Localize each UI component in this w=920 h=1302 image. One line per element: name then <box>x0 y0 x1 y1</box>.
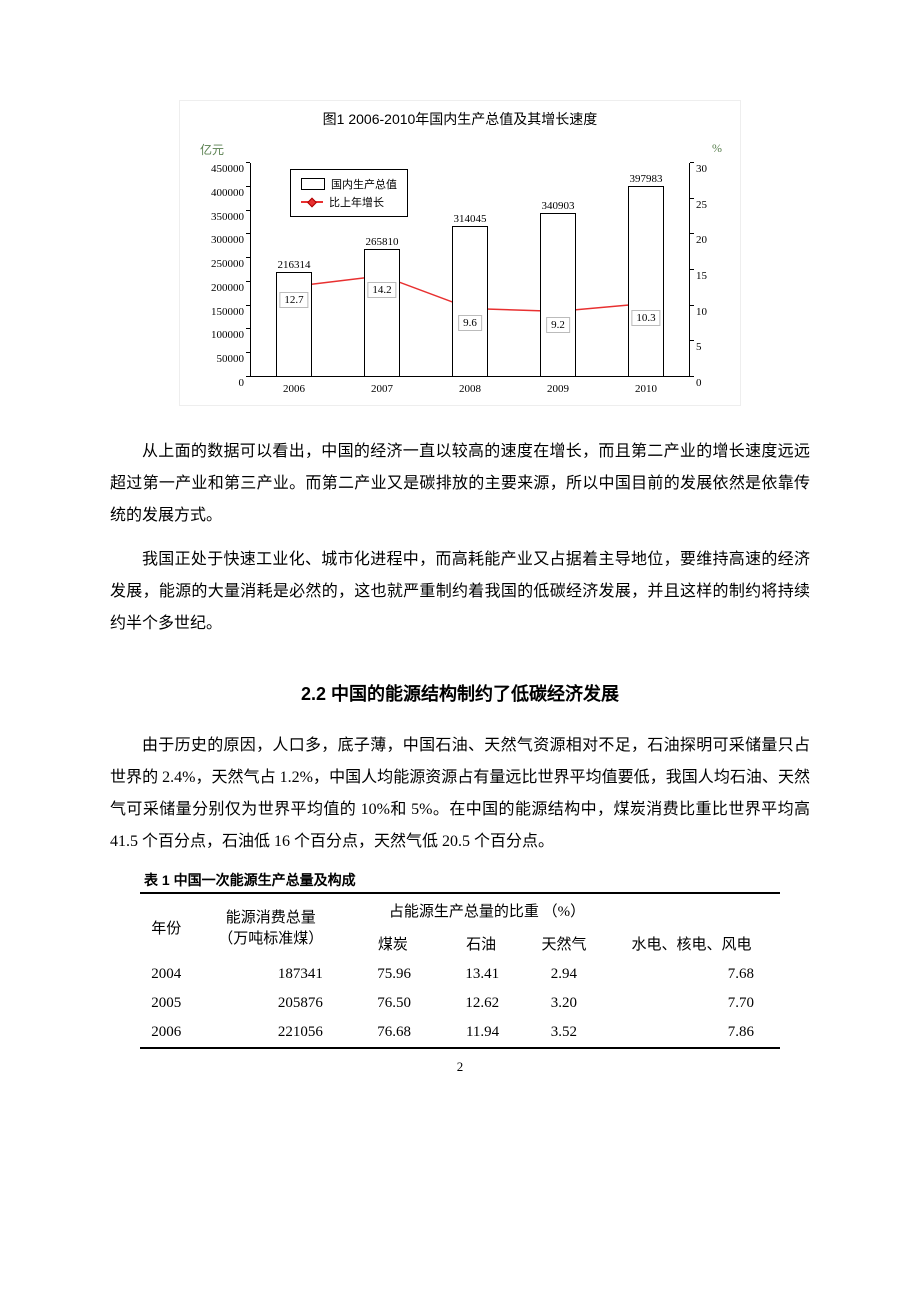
table-cell: 7.70 <box>603 989 780 1018</box>
paragraph-3: 由于历史的原因，人口多，底子薄，中国石油、天然气资源相对不足，石油探明可采储量只… <box>110 730 810 858</box>
table-cell: 3.20 <box>525 989 603 1018</box>
y-axis-left-unit: 亿元 <box>200 141 224 158</box>
bar-label: 216314 <box>264 259 324 271</box>
table-cell: 3.52 <box>525 1018 603 1048</box>
table-cell: 187341 <box>193 960 349 989</box>
bar <box>364 249 400 377</box>
table-cell: 11.94 <box>437 1018 525 1048</box>
table-body: 200418734175.9613.412.947.68200520587676… <box>140 960 780 1048</box>
bar-label: 340903 <box>528 200 588 212</box>
ytick-left: 200000 <box>189 282 250 294</box>
ytick-right: 0 <box>690 377 724 389</box>
bar-label: 314045 <box>440 213 500 225</box>
table-cell: 2006 <box>140 1018 193 1048</box>
table-cell: 7.68 <box>603 960 780 989</box>
paragraph-2: 我国正处于快速工业化、城市化进程中，而高耗能产业又占据着主导地位，要维持高速的经… <box>110 544 810 640</box>
paragraph-1: 从上面的数据可以看出，中国的经济一直以较高的速度在增长，而且第二产业的增长速度远… <box>110 436 810 532</box>
document-page: 图1 2006-2010年国内生产总值及其增长速度 亿元 % 国内生产总值 比上… <box>0 0 920 1089</box>
energy-table: 年份 能源消费总量 （万吨标准煤） 占能源生产总量的比重 （%） 煤炭 石油 天… <box>140 892 780 1049</box>
ytick-left: 0 <box>189 377 250 389</box>
table-cell: 75.96 <box>349 960 437 989</box>
table-head: 年份 能源消费总量 （万吨标准煤） 占能源生产总量的比重 （%） 煤炭 石油 天… <box>140 893 780 960</box>
ytick-left: 150000 <box>189 306 250 318</box>
ytick-left: 400000 <box>189 187 250 199</box>
table-cell: 12.62 <box>437 989 525 1018</box>
bar-label: 397983 <box>616 173 676 185</box>
table-cell: 7.86 <box>603 1018 780 1048</box>
ytick-left: 350000 <box>189 211 250 223</box>
table-cell: 2005 <box>140 989 193 1018</box>
ytick-right: 30 <box>690 163 724 175</box>
ytick-right: 10 <box>690 306 724 318</box>
chart-body: 亿元 % 国内生产总值 比上年增长 050000100000150 <box>180 135 740 405</box>
ytick-left: 450000 <box>189 163 250 175</box>
table-caption: 表 1 中国一次能源生产总量及构成 <box>144 870 810 890</box>
ytick-right: 20 <box>690 234 724 246</box>
gdp-chart: 图1 2006-2010年国内生产总值及其增长速度 亿元 % 国内生产总值 比上… <box>179 100 741 406</box>
table-cell: 76.50 <box>349 989 437 1018</box>
xtick: 2006 <box>283 377 305 395</box>
col-total-main: 能源消费总量 <box>226 910 316 926</box>
table-cell: 221056 <box>193 1018 349 1048</box>
col-renew: 水电、核电、风电 <box>603 927 780 960</box>
bar <box>452 226 488 377</box>
table-cell: 76.68 <box>349 1018 437 1048</box>
plot-area: 国内生产总值 比上年增长 050000100000150000200000250… <box>250 163 690 377</box>
table-cell: 2.94 <box>525 960 603 989</box>
xtick: 2009 <box>547 377 569 395</box>
line-value-label: 9.2 <box>546 317 570 333</box>
col-year: 年份 <box>140 893 193 960</box>
bar <box>540 213 576 377</box>
line-value-label: 10.3 <box>631 310 660 326</box>
line-value-label: 12.7 <box>279 292 308 308</box>
col-total: 能源消费总量 （万吨标准煤） <box>193 893 349 960</box>
table-row: 200520587676.5012.623.207.70 <box>140 989 780 1018</box>
chart-title: 图1 2006-2010年国内生产总值及其增长速度 <box>180 101 740 135</box>
col-total-sub: （万吨标准煤） <box>218 931 323 947</box>
y-axis-right-unit: % <box>712 141 722 156</box>
ytick-left: 50000 <box>189 353 250 365</box>
table-cell: 2004 <box>140 960 193 989</box>
xtick: 2007 <box>371 377 393 395</box>
ytick-left: 100000 <box>189 329 250 341</box>
xtick: 2008 <box>459 377 481 395</box>
bar <box>628 186 664 377</box>
col-gas: 天然气 <box>525 927 603 960</box>
ytick-left: 250000 <box>189 258 250 270</box>
table-row: 200418734175.9613.412.947.68 <box>140 960 780 989</box>
page-number: 2 <box>0 1059 920 1075</box>
ytick-left: 300000 <box>189 234 250 246</box>
col-group: 占能源生产总量的比重 （%） <box>349 893 780 927</box>
ytick-right: 5 <box>690 341 724 353</box>
col-oil: 石油 <box>437 927 525 960</box>
table-cell: 13.41 <box>437 960 525 989</box>
table-cell: 205876 <box>193 989 349 1018</box>
line-value-label: 14.2 <box>367 282 396 298</box>
ytick-right: 15 <box>690 270 724 282</box>
xtick: 2010 <box>635 377 657 395</box>
ytick-right: 25 <box>690 199 724 211</box>
line-value-label: 9.6 <box>458 315 482 331</box>
bar-label: 265810 <box>352 236 412 248</box>
col-coal: 煤炭 <box>349 927 437 960</box>
bar <box>276 272 312 377</box>
table-row: 200622105676.6811.943.527.86 <box>140 1018 780 1048</box>
section-title: 2.2 中国的能源结构制约了低碳经济发展 <box>110 680 810 706</box>
